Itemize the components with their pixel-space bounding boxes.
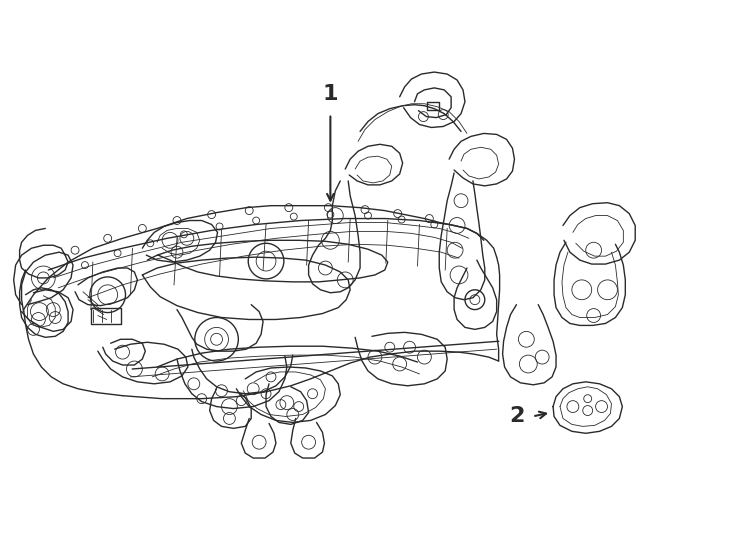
Polygon shape	[148, 240, 388, 282]
Polygon shape	[553, 382, 622, 433]
Polygon shape	[439, 173, 484, 300]
Polygon shape	[399, 72, 465, 127]
Polygon shape	[177, 305, 263, 351]
Polygon shape	[98, 342, 188, 384]
Polygon shape	[355, 332, 447, 386]
Polygon shape	[503, 305, 556, 385]
Polygon shape	[177, 356, 287, 409]
Polygon shape	[20, 228, 68, 278]
Polygon shape	[157, 228, 200, 255]
Polygon shape	[210, 389, 251, 428]
Polygon shape	[75, 268, 137, 306]
Polygon shape	[563, 202, 635, 264]
Polygon shape	[91, 308, 120, 325]
Polygon shape	[266, 384, 308, 424]
Polygon shape	[554, 242, 625, 326]
Polygon shape	[308, 181, 360, 293]
Polygon shape	[21, 290, 73, 332]
Polygon shape	[345, 144, 403, 185]
Polygon shape	[291, 418, 324, 458]
Text: 2: 2	[509, 407, 524, 427]
Polygon shape	[103, 339, 145, 365]
Polygon shape	[142, 257, 350, 320]
Polygon shape	[142, 220, 217, 262]
Polygon shape	[21, 252, 73, 312]
Polygon shape	[449, 133, 515, 186]
Polygon shape	[20, 270, 68, 338]
Polygon shape	[454, 260, 497, 329]
Text: 1: 1	[323, 84, 338, 104]
Polygon shape	[236, 367, 341, 422]
Polygon shape	[241, 418, 276, 458]
Polygon shape	[14, 245, 65, 305]
